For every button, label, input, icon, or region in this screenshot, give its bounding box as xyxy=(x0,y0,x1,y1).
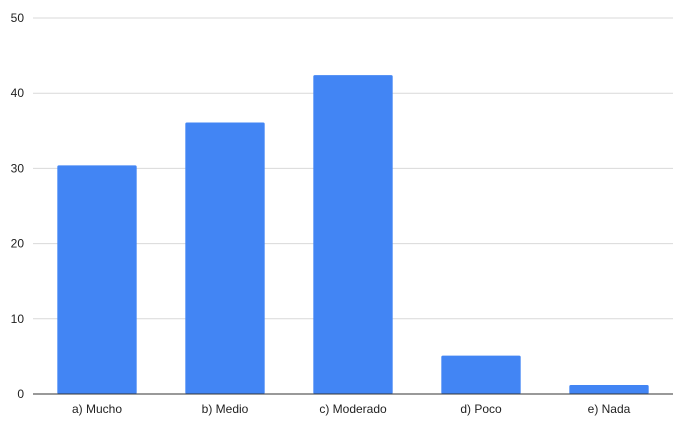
bar-1 xyxy=(185,122,265,394)
x-axis-tick-labels: a) Mucho b) Medio c) Moderado d) Poco e) Nad… xyxy=(72,402,631,416)
bar-0 xyxy=(57,165,137,394)
bars xyxy=(57,75,649,394)
y-tick-label: 50 xyxy=(11,11,25,25)
y-tick-label: 20 xyxy=(11,237,25,251)
x-tick-label: a) Mucho xyxy=(72,402,122,416)
y-tick-label: 30 xyxy=(11,161,25,175)
y-axis-tick-labels: 0 10 20 30 40 50 xyxy=(11,11,25,401)
y-tick-label: 0 xyxy=(17,387,24,401)
x-tick-label: e) Nada xyxy=(588,402,631,416)
y-tick-label: 40 xyxy=(11,86,25,100)
x-tick-label: d) Poco xyxy=(460,402,502,416)
bar-2 xyxy=(313,75,393,394)
bar-4 xyxy=(569,384,649,394)
bar-3 xyxy=(441,355,521,394)
x-tick-label: c) Moderado xyxy=(319,402,387,416)
x-tick-label: b) Medio xyxy=(202,402,249,416)
y-tick-label: 10 xyxy=(11,312,25,326)
